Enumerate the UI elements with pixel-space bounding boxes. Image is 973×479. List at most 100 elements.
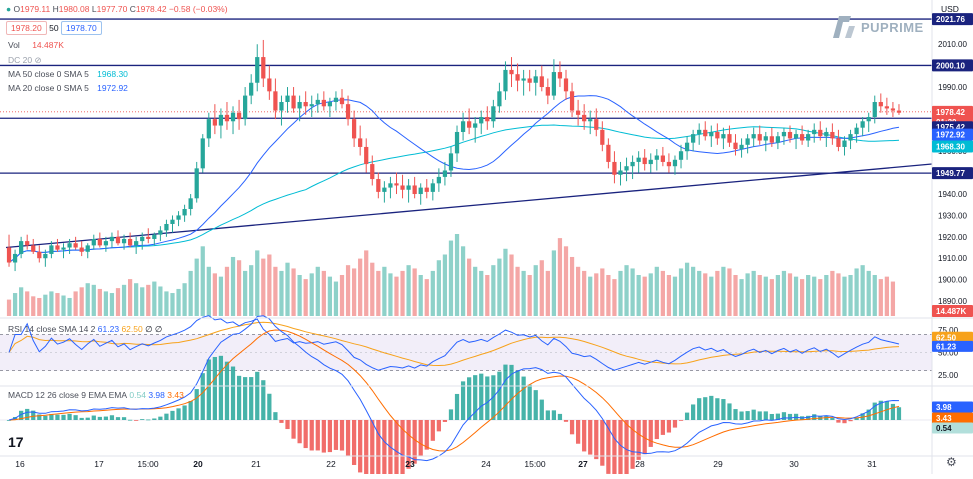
buy-button[interactable]: 1978.70 [60, 21, 102, 35]
currency-label[interactable]: USD [941, 4, 959, 14]
volume-bar [412, 268, 417, 316]
sell-button[interactable]: 1978.20 [6, 21, 47, 35]
macd-histogram-bar [672, 420, 678, 428]
candle-body [715, 131, 720, 139]
macd-histogram-bar [255, 371, 260, 420]
volume-bar [291, 268, 296, 316]
candle-body [394, 183, 399, 186]
candle-body [884, 106, 889, 109]
macd-histogram-bar [67, 413, 72, 420]
bid-ask[interactable]: 1978.20 50 1978.70 [6, 21, 102, 35]
macd-histogram-bar [588, 420, 593, 455]
volume-bar [503, 248, 508, 316]
candle-body [691, 134, 696, 143]
candle-body [164, 223, 169, 231]
macd-histogram-bar [727, 403, 732, 420]
settings-gear-icon[interactable]: ⚙ [946, 455, 957, 469]
candle-body [218, 114, 224, 126]
candle-body [503, 69, 508, 92]
candle-body [557, 72, 563, 79]
eye-hidden-icon[interactable]: ⊘ [34, 55, 42, 65]
candle-body [527, 78, 532, 83]
puprime-logo: PUPRIME [829, 12, 925, 42]
tradingview-logo: 17 [8, 434, 24, 450]
macd-histogram-bar [364, 420, 369, 479]
candle-body [612, 161, 617, 175]
volume-bar [230, 256, 236, 316]
volume-bar [848, 275, 853, 316]
macd-histogram-bar [79, 417, 84, 420]
candle-body [103, 241, 109, 246]
macd-histogram-bar [630, 420, 635, 469]
macd-tag-text: 3.98 [936, 403, 952, 412]
candle-body [115, 236, 121, 244]
candle-body [236, 112, 242, 120]
candle-body [806, 134, 811, 141]
volume-bar [115, 288, 121, 316]
candle-body [721, 134, 726, 139]
volume-bar [61, 295, 66, 316]
price-pane[interactable] [0, 18, 933, 316]
candle-body [448, 153, 454, 171]
time-axis-label: 20 [193, 459, 203, 469]
volume-bar [224, 266, 230, 316]
volume-bar [727, 268, 732, 316]
volume-bar [267, 254, 272, 316]
candle-body [97, 238, 102, 246]
macd-histogram-bar [152, 418, 157, 420]
volume-bar [448, 240, 454, 316]
macd-histogram-bar [370, 420, 375, 479]
volume-bar [339, 275, 345, 316]
candle-body [400, 185, 405, 190]
volume-bar [194, 258, 199, 316]
ma50-value: 1968.30 [97, 69, 128, 79]
volume-bar [200, 246, 205, 316]
candle-body [763, 136, 768, 141]
macd-pane[interactable] [0, 315, 932, 479]
macd-histogram-bar [97, 416, 102, 420]
candle-body [194, 168, 199, 199]
macd-histogram-bar [279, 420, 284, 423]
candle-body [55, 245, 60, 250]
candle-body [697, 129, 702, 135]
candle-body [781, 131, 787, 137]
candle-body [467, 121, 472, 128]
rsi-pane[interactable] [0, 315, 932, 371]
time-axis-label: 15:00 [524, 459, 546, 469]
volume-bar [854, 268, 859, 316]
candle-body [230, 112, 236, 122]
macd-histogram-bar [249, 377, 254, 420]
volume-bar [158, 286, 163, 316]
volume-bar [491, 265, 496, 316]
candle-body [545, 87, 550, 96]
candle-body [654, 155, 659, 160]
candle-body [170, 219, 175, 224]
candle-body [824, 131, 829, 137]
volume-bar [745, 273, 750, 316]
price-tag [932, 167, 973, 180]
volume-bar [31, 296, 36, 316]
time-axis-label: 15:00 [137, 459, 159, 469]
candle-body [279, 102, 284, 111]
candle-body [121, 238, 127, 244]
volume-bar [509, 254, 514, 316]
candle-body [642, 157, 647, 165]
volume-bar [824, 275, 829, 316]
volume-bar [630, 268, 635, 316]
volume-bar [781, 270, 787, 316]
macd-histogram-bar [424, 420, 429, 450]
macd-histogram-bar [836, 420, 841, 423]
ma50-legend: MA 50 close 0 SMA 5 1968.30 [8, 69, 128, 79]
macd-histogram-bar [539, 399, 544, 420]
candle-body [588, 119, 593, 122]
volume-bar [188, 270, 193, 316]
symbol-dot-icon: ● [6, 4, 12, 14]
macd-histogram-bar [854, 417, 859, 420]
candle-body [485, 116, 490, 122]
macd-histogram-bar [394, 420, 399, 479]
macd-histogram-bar [236, 375, 242, 420]
volume-bar [660, 270, 665, 316]
macd-histogram-bar [351, 420, 357, 465]
